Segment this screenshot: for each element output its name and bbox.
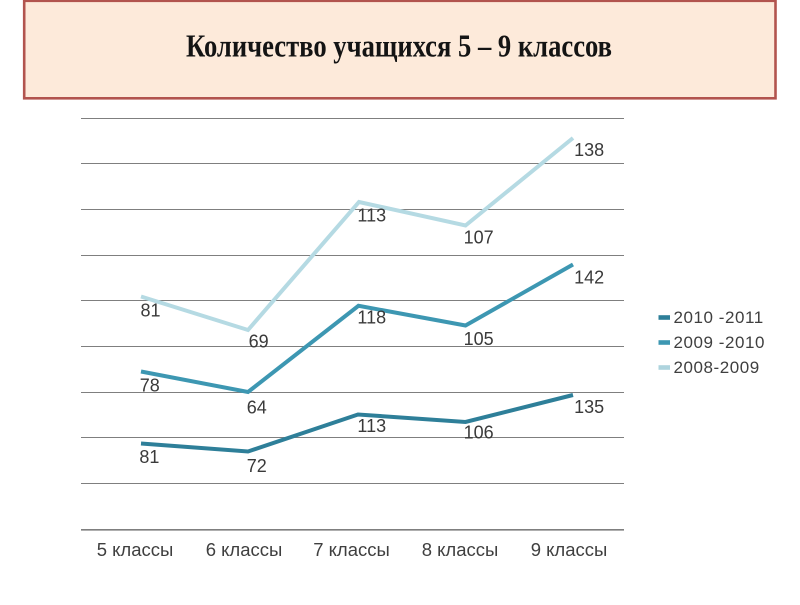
svg-text:72: 72 [247, 456, 267, 476]
svg-text:Количество учащихся 5 – 9 клас: Количество учащихся 5 – 9 классов [186, 28, 612, 64]
svg-text:107: 107 [464, 227, 494, 247]
svg-text:5 классы: 5 классы [97, 539, 174, 560]
svg-text:81: 81 [139, 447, 159, 467]
svg-text:64: 64 [247, 397, 267, 417]
svg-text:78: 78 [140, 375, 160, 395]
svg-text:135: 135 [574, 397, 604, 417]
svg-text:113: 113 [357, 416, 386, 436]
svg-text:8 классы: 8 классы [422, 539, 499, 560]
svg-text:106: 106 [464, 422, 494, 442]
svg-text:6 классы: 6 классы [206, 539, 283, 560]
svg-text:105: 105 [464, 329, 494, 349]
svg-text:69: 69 [249, 331, 269, 351]
svg-text:2009 -2010: 2009 -2010 [674, 333, 766, 352]
svg-text:142: 142 [574, 267, 604, 287]
svg-text:113: 113 [357, 205, 386, 225]
svg-text:118: 118 [357, 307, 386, 327]
svg-text:81: 81 [141, 300, 161, 320]
svg-text:2008-2009: 2008-2009 [674, 358, 760, 377]
svg-text:2010 -2011: 2010 -2011 [674, 308, 764, 327]
svg-text:7 классы: 7 классы [313, 539, 390, 560]
svg-text:9 классы: 9 классы [531, 539, 608, 560]
svg-text:138: 138 [574, 140, 604, 160]
